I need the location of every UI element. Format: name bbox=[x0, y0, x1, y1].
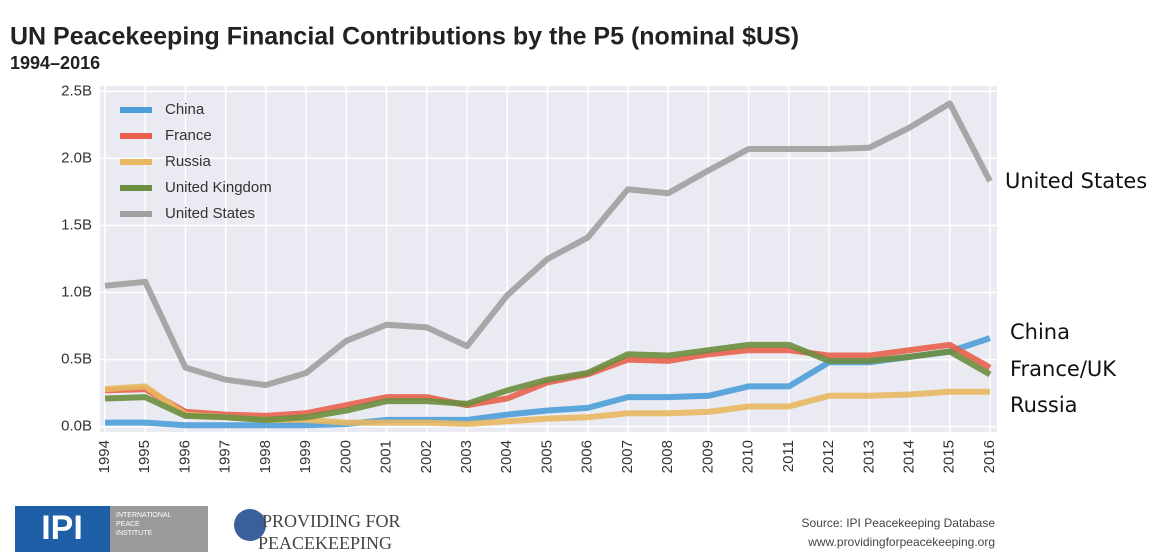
legend-label: Russia bbox=[165, 153, 212, 170]
logo-text: INTERNATIONAL bbox=[116, 512, 172, 519]
x-tick-label: 2016 bbox=[981, 440, 998, 473]
y-tick-label: 2.0B bbox=[61, 149, 92, 166]
x-tick-label: 2001 bbox=[378, 440, 395, 473]
x-tick-label: 2004 bbox=[498, 440, 515, 473]
x-tick-label: 2014 bbox=[901, 440, 918, 473]
legend-label: China bbox=[165, 101, 205, 118]
annotation: Russia bbox=[1010, 393, 1078, 417]
annotation: United States bbox=[1005, 169, 1147, 193]
x-tick-label: 2015 bbox=[941, 440, 958, 473]
x-tick-label: 2000 bbox=[337, 440, 354, 473]
x-tick-label: 2002 bbox=[418, 440, 435, 473]
x-tick-label: 1994 bbox=[96, 440, 113, 473]
chart-title: UN Peacekeeping Financial Contributions … bbox=[10, 23, 799, 51]
x-tick-label: 1995 bbox=[136, 440, 153, 473]
y-tick-label: 0.0B bbox=[61, 418, 92, 435]
x-tick-label: 1996 bbox=[176, 440, 193, 473]
logo-text: PEACE bbox=[116, 521, 140, 528]
y-tick-label: 2.5B bbox=[61, 82, 92, 99]
annotation: China bbox=[1010, 320, 1070, 344]
x-tick-label: 1998 bbox=[257, 440, 274, 473]
grid bbox=[100, 86, 997, 432]
annotation: France/UK bbox=[1010, 357, 1117, 381]
source: Source: IPI Peacekeeping Database bbox=[802, 516, 996, 530]
y-tick-label: 1.5B bbox=[61, 216, 92, 233]
ipi-logo bbox=[15, 506, 110, 552]
series-line bbox=[104, 100, 993, 389]
x-tick-label: 1997 bbox=[217, 440, 234, 473]
x-tick-label: 2013 bbox=[860, 440, 877, 473]
ipi-logo-side bbox=[110, 506, 208, 552]
logo-text: IPI bbox=[41, 509, 83, 547]
y-tick-label: 0.5B bbox=[61, 351, 92, 368]
legend-label: United States bbox=[165, 205, 255, 222]
x-tick-label: 2006 bbox=[579, 440, 596, 473]
legend-label: France bbox=[165, 127, 212, 144]
legend-label: United Kingdom bbox=[165, 179, 272, 196]
series-line bbox=[104, 341, 992, 423]
x-tick-label: 2009 bbox=[699, 440, 716, 473]
globe-icon bbox=[234, 509, 266, 541]
x-tick-label: 2008 bbox=[659, 440, 676, 473]
logo-text: PEACEKEEPING bbox=[258, 533, 392, 552]
x-tick-label: 2003 bbox=[458, 440, 475, 473]
x-tick-label: 2011 bbox=[780, 440, 797, 472]
chart-subtitle: 1994–2016 bbox=[10, 53, 100, 73]
logo-text: PROVIDING FOR bbox=[262, 511, 401, 531]
source: www.providingforpeacekeeping.org bbox=[807, 535, 995, 549]
x-tick-label: 2005 bbox=[538, 440, 555, 473]
x-tick-label: 2010 bbox=[740, 440, 757, 473]
y-tick-label: 1.0B bbox=[61, 283, 92, 300]
x-tick-label: 2012 bbox=[820, 440, 837, 473]
lines bbox=[104, 100, 993, 429]
x-tick-label: 1999 bbox=[297, 440, 314, 473]
logo-text: INSTITUTE bbox=[116, 530, 152, 537]
x-tick-label: 2007 bbox=[619, 440, 636, 473]
